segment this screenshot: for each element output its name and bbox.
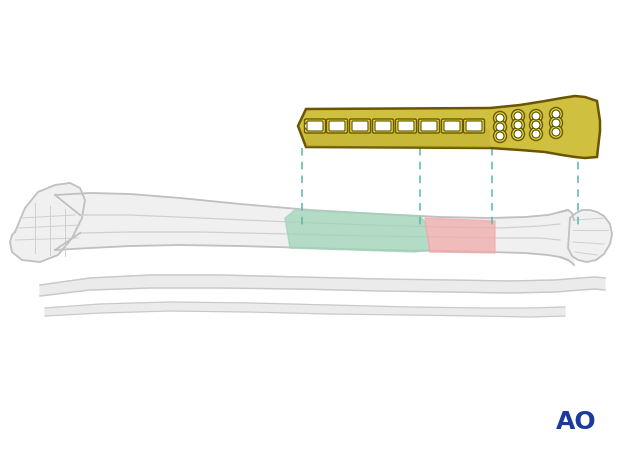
FancyBboxPatch shape: [466, 121, 482, 131]
Circle shape: [552, 119, 560, 127]
Circle shape: [529, 118, 542, 131]
Circle shape: [494, 129, 507, 142]
Circle shape: [494, 121, 507, 134]
Polygon shape: [306, 129, 490, 148]
Polygon shape: [40, 275, 605, 296]
Circle shape: [514, 112, 522, 120]
FancyBboxPatch shape: [373, 119, 394, 133]
Circle shape: [496, 114, 504, 122]
FancyBboxPatch shape: [444, 121, 460, 131]
Polygon shape: [568, 210, 612, 262]
Circle shape: [304, 123, 311, 129]
FancyBboxPatch shape: [307, 121, 323, 131]
Polygon shape: [285, 210, 430, 252]
Polygon shape: [425, 218, 495, 253]
FancyBboxPatch shape: [418, 119, 440, 133]
Circle shape: [512, 128, 525, 140]
Circle shape: [512, 118, 525, 131]
FancyBboxPatch shape: [375, 121, 391, 131]
FancyBboxPatch shape: [398, 121, 414, 131]
FancyBboxPatch shape: [441, 119, 463, 133]
Circle shape: [532, 130, 540, 138]
Circle shape: [549, 125, 562, 139]
Polygon shape: [45, 302, 565, 317]
Circle shape: [549, 107, 562, 121]
Circle shape: [494, 112, 507, 124]
FancyBboxPatch shape: [396, 119, 417, 133]
Circle shape: [496, 132, 504, 140]
Circle shape: [514, 121, 522, 129]
Circle shape: [532, 112, 540, 120]
Polygon shape: [55, 193, 574, 265]
Circle shape: [514, 130, 522, 138]
Circle shape: [552, 128, 560, 136]
FancyBboxPatch shape: [304, 119, 326, 133]
FancyBboxPatch shape: [329, 121, 345, 131]
Circle shape: [496, 123, 504, 131]
Polygon shape: [10, 183, 85, 262]
FancyBboxPatch shape: [352, 121, 368, 131]
Text: AO: AO: [556, 410, 596, 434]
FancyBboxPatch shape: [464, 119, 484, 133]
Circle shape: [512, 110, 525, 123]
FancyBboxPatch shape: [327, 119, 347, 133]
Polygon shape: [298, 96, 600, 158]
Circle shape: [552, 110, 560, 118]
Circle shape: [529, 110, 542, 123]
FancyBboxPatch shape: [421, 121, 437, 131]
Circle shape: [529, 128, 542, 140]
Circle shape: [549, 117, 562, 129]
Circle shape: [532, 121, 540, 129]
FancyBboxPatch shape: [350, 119, 371, 133]
